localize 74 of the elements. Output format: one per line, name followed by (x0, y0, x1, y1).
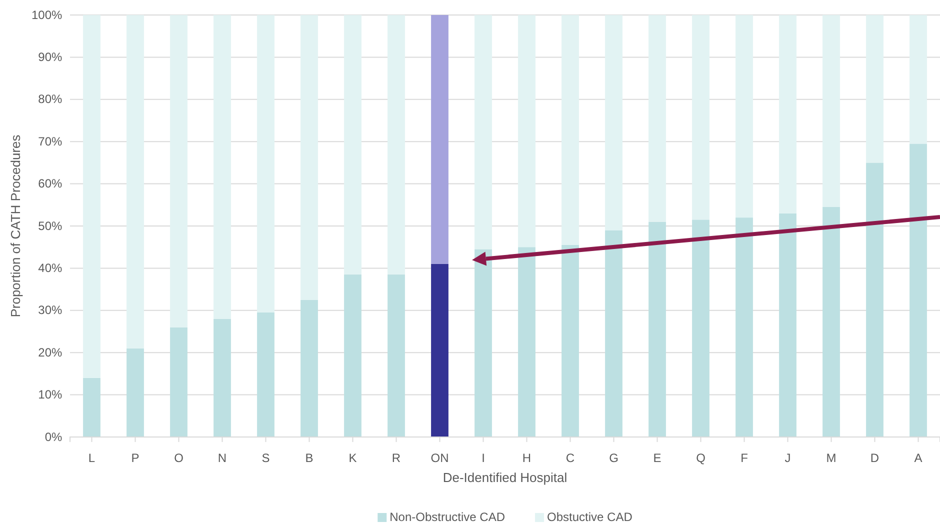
legend-label: Obstuctive CAD (547, 510, 633, 524)
bar (562, 244, 579, 437)
bar (910, 15, 927, 144)
bar (736, 15, 753, 218)
x-tick-label: O (174, 450, 184, 465)
bar (431, 264, 448, 437)
y-axis-title: Proportion of CATH Procedures (8, 134, 23, 318)
bar (344, 15, 362, 275)
x-tick-label: S (262, 450, 270, 465)
bar (692, 15, 710, 220)
bar (300, 15, 318, 300)
y-tick-label: 20% (38, 345, 63, 360)
bar (300, 300, 318, 437)
bar (866, 162, 884, 437)
bar (562, 15, 579, 245)
x-tick-label: B (305, 450, 314, 465)
bar (388, 274, 405, 437)
bar (344, 274, 362, 437)
x-tick-label: L (88, 450, 96, 465)
y-tick-label: 40% (38, 261, 63, 276)
bar (910, 144, 927, 437)
bar (388, 15, 405, 275)
bar (692, 220, 710, 437)
bar (83, 378, 100, 437)
y-tick-label: 0% (44, 430, 63, 444)
x-tick-label: R (392, 450, 401, 465)
bar (779, 15, 796, 214)
bar (822, 207, 840, 437)
bar (214, 318, 231, 437)
bar (214, 15, 231, 319)
bar (866, 15, 884, 163)
bar (257, 312, 274, 437)
bar (170, 327, 188, 437)
x-tick-label: J (784, 450, 791, 465)
bar (83, 15, 100, 378)
x-tick-label: N (218, 450, 227, 465)
x-tick-label: A (914, 450, 922, 465)
x-tick-label: P (131, 450, 140, 465)
bar (431, 15, 448, 264)
bar (605, 230, 622, 437)
bar (605, 15, 622, 230)
y-tick-label: 100% (31, 8, 63, 22)
x-tick-label: H (522, 450, 532, 465)
bar (822, 15, 840, 208)
y-tick-label: 50% (38, 218, 63, 233)
bar (779, 213, 796, 437)
y-tick-label: 10% (38, 388, 63, 402)
bar (648, 222, 666, 437)
bar (518, 247, 536, 437)
y-tick-label: 90% (38, 50, 63, 64)
bar (474, 15, 492, 250)
bar (126, 15, 144, 348)
bar (648, 15, 666, 222)
x-tick-label: M (826, 450, 836, 465)
bar (126, 348, 144, 437)
x-tick-label: K (348, 450, 357, 465)
x-tick-label: E (653, 450, 662, 465)
x-tick-label: G (609, 450, 618, 465)
legend-label: Non-Obstructive CAD (390, 510, 506, 524)
y-tick-label: 80% (38, 92, 63, 106)
bar (257, 15, 274, 313)
x-tick-label: C (566, 450, 575, 465)
x-tick-label: D (870, 450, 880, 465)
bar (736, 218, 753, 437)
y-tick-label: 70% (38, 134, 63, 148)
x-tick-label: ON (430, 450, 449, 465)
y-tick-label: 30% (38, 303, 63, 318)
bar (518, 15, 536, 248)
x-tick-label: F (740, 450, 748, 465)
y-tick-label: 60% (38, 176, 63, 191)
x-tick-label: I (482, 450, 485, 465)
x-tick-label: Q (696, 450, 706, 465)
bar (170, 15, 188, 328)
x-axis-title: De-Identified Hospital (442, 470, 568, 485)
